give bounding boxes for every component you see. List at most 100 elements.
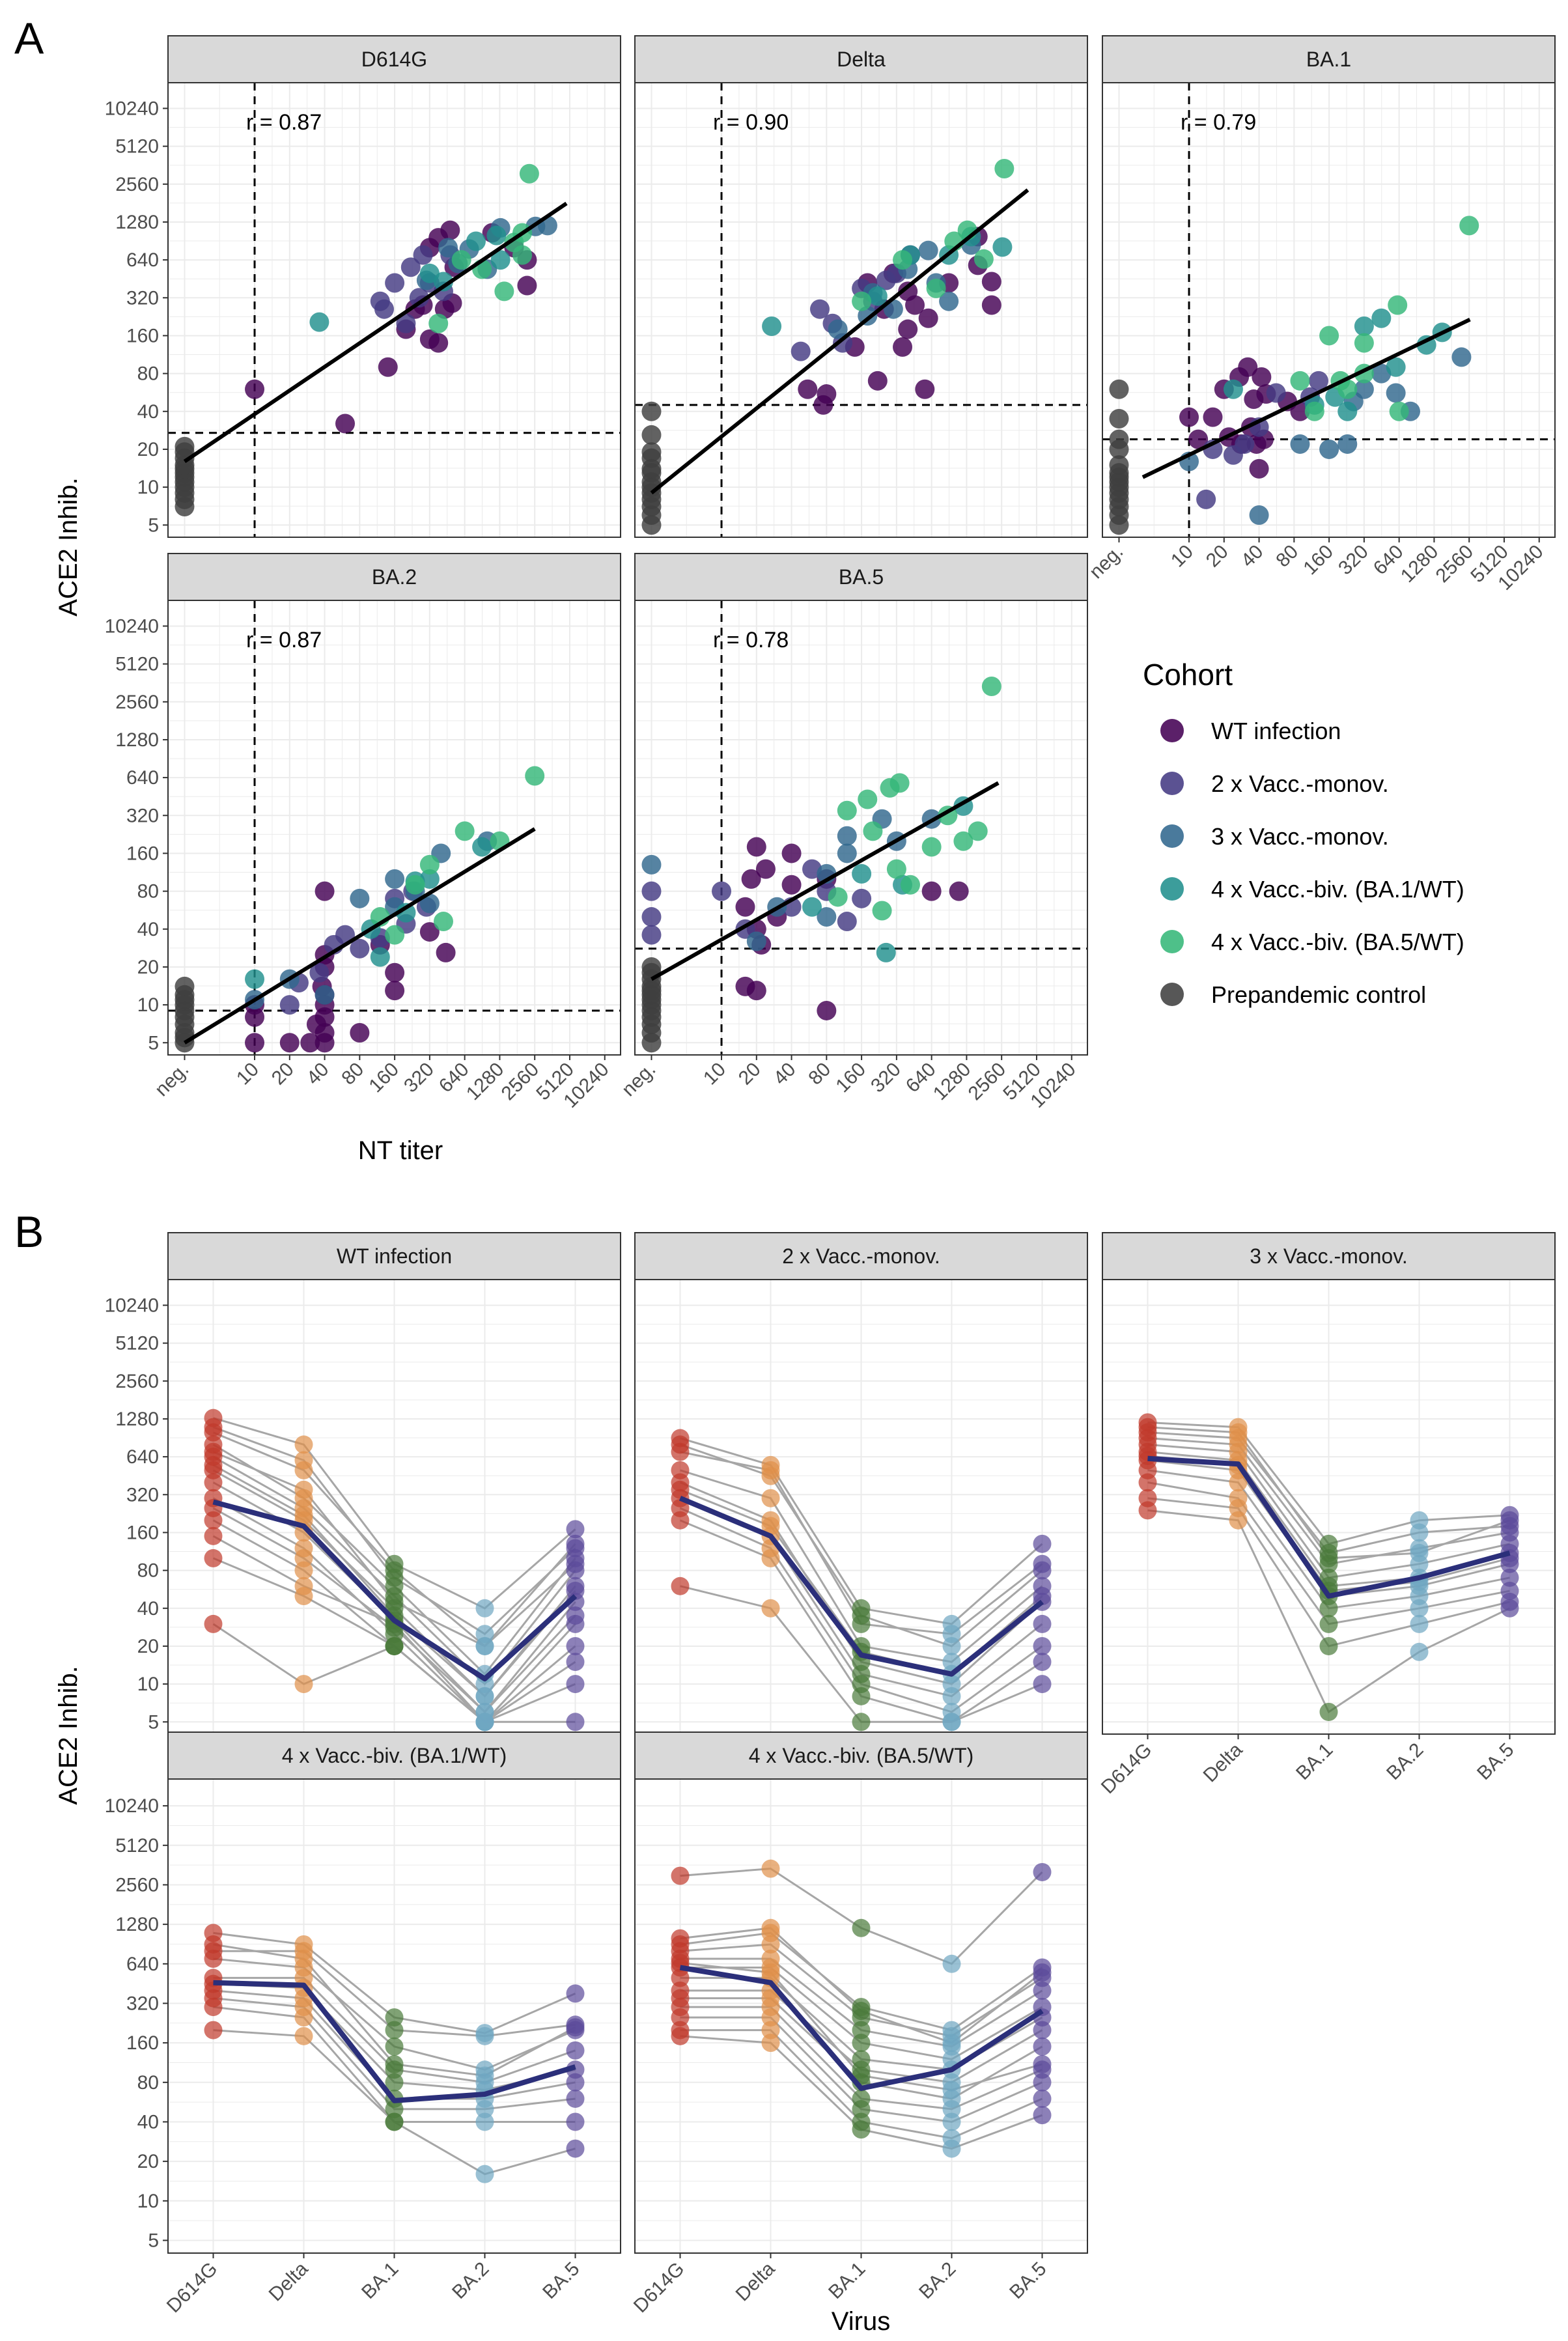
y-tick-label: 10240 — [105, 98, 159, 119]
point-3-x-vacc-monov — [350, 888, 370, 908]
y-tick-label: 640 — [126, 1446, 159, 1468]
point-ba-2 — [942, 2081, 961, 2099]
y-tick-label: 320 — [126, 1993, 159, 2014]
point-4-x-vacc-biv-ba-5-wt — [1290, 371, 1310, 391]
point-wt-infection — [279, 1033, 300, 1053]
x-tick-label: BA.2 — [1382, 1739, 1427, 1784]
point-3-x-vacc-monov — [1249, 505, 1269, 525]
point-4-x-vacc-biv-ba-5-wt — [973, 249, 994, 269]
point-ba-5 — [1033, 2089, 1052, 2108]
point-ba-5 — [1033, 1675, 1052, 1694]
point-wt-infection — [755, 859, 776, 879]
x-tick-label: 40 — [1237, 541, 1268, 572]
point-delta — [761, 1935, 780, 1954]
point-delta — [1229, 1423, 1248, 1442]
panel-b-label: B — [14, 1207, 44, 1257]
y-tick-label: 10240 — [105, 1295, 159, 1316]
point-d614g — [204, 1455, 223, 1474]
point-ba-5 — [566, 1539, 585, 1558]
point-wt-infection — [245, 379, 265, 399]
x-tick-label: neg. — [151, 1059, 193, 1101]
point-wt-infection — [781, 875, 802, 895]
point-2-x-vacc-monov — [641, 925, 662, 945]
point-wt-infection — [746, 981, 766, 1001]
y-tick-label: 2560 — [115, 1874, 159, 1896]
facet-delta: Delta r = 0.90 — [634, 35, 1088, 538]
point-2-x-vacc-monov — [837, 912, 857, 932]
mean-line — [213, 1980, 576, 2103]
x-tick-label: 40 — [303, 1059, 333, 1089]
point-ba-2 — [1410, 1599, 1429, 1618]
point-3-x-vacc-monov — [1386, 383, 1406, 403]
y-tick-label: 160 — [126, 1522, 159, 1543]
data-points — [204, 1924, 585, 2183]
x-tick-label: 1280 — [1397, 541, 1443, 587]
point-3-x-vacc-monov — [1290, 434, 1310, 454]
point-ba-5 — [1033, 1534, 1052, 1553]
point-ba-5 — [1033, 2037, 1052, 2056]
point-2-x-vacc-monov — [279, 995, 300, 1015]
facet-strip — [1102, 35, 1556, 83]
point-4-x-vacc-biv-ba-5-wt — [893, 250, 913, 270]
point-wt-infection — [921, 881, 942, 901]
gridlines — [168, 83, 621, 537]
point-4-x-vacc-biv-ba-1-wt — [1223, 379, 1243, 399]
point-wt-infection — [949, 881, 969, 901]
point-ba-5 — [566, 2112, 585, 2131]
point-prepandemic-control — [641, 957, 662, 977]
point-delta — [761, 1599, 780, 1618]
legend-item-wt-infection: WT infection — [1160, 718, 1341, 744]
point-wt-infection — [315, 1022, 335, 1043]
point-ba-2 — [475, 1599, 494, 1618]
point-ba-1 — [385, 1592, 404, 1611]
x-tick-label: 1280 — [462, 1059, 509, 1105]
point-3-x-vacc-monov — [385, 869, 405, 889]
point-4-x-vacc-biv-ba-1-wt — [370, 947, 390, 967]
gridlines — [1102, 1280, 1555, 1734]
point-ba-1 — [852, 1713, 871, 1731]
x-tick-label: neg. — [1085, 541, 1128, 583]
point-wt-infection — [428, 333, 449, 353]
point-wt-infection — [245, 1033, 265, 1053]
legend-item-3-x-vacc-monov: 3 x Vacc.-monov. — [1160, 823, 1389, 850]
point-delta — [294, 1506, 313, 1524]
point-delta — [294, 1587, 313, 1606]
facet-4-x-vacc-biv-ba-1-wt: 4 x Vacc.-biv. (BA.1/WT) 5 10 20 40 80 160 320 6… — [105, 1731, 621, 2317]
y-tick-label: 5 — [148, 1711, 159, 1733]
point-4-x-vacc-biv-ba-5-wt — [1304, 401, 1324, 421]
facet-3-x-vacc-monov: 3 x Vacc.-monov. D614G Delta BA.1 BA.2 BA.5 — [1097, 1232, 1556, 1798]
point-4-x-vacc-biv-ba-5-wt — [433, 912, 453, 932]
y-tick-label: 5 — [148, 1032, 159, 1054]
point-d614g — [1138, 1418, 1157, 1437]
data-points — [1138, 1413, 1519, 1721]
x-tick-label: 320 — [1334, 541, 1373, 580]
point-wt-infection — [419, 922, 440, 942]
point-ba-2 — [942, 2139, 961, 2158]
point-2-x-vacc-monov — [413, 245, 433, 265]
facet-title: 4 x Vacc.-biv. (BA.5/WT) — [749, 1744, 974, 1767]
legend-swatch — [1160, 877, 1184, 901]
y-tick-label: 1280 — [115, 1409, 159, 1430]
point-d614g — [671, 2008, 690, 2027]
x-axis-ticks: D614G Delta BA.1 BA.2 BA.5 — [163, 2253, 583, 2317]
point-wt-infection — [1238, 357, 1258, 377]
panel-a-y-axis-title: ACE2 Inhib. — [54, 477, 83, 616]
point-ba-1 — [1319, 1549, 1338, 1567]
point-wt-infection — [915, 379, 935, 399]
y-tick-label: 2560 — [115, 692, 159, 713]
point-ba-5 — [566, 2139, 585, 2158]
x-tick-label: 2560 — [1432, 541, 1478, 587]
point-ba-5 — [1500, 1549, 1519, 1567]
point-prepandemic-control — [1109, 379, 1129, 399]
point-wt-infection — [1249, 458, 1269, 479]
point-d614g — [671, 1969, 690, 1987]
plot-border — [167, 82, 621, 538]
y-tick-label: 5 — [148, 514, 159, 536]
point-ba-1 — [385, 2008, 404, 2027]
point-wt-infection — [735, 897, 755, 917]
y-tick-label: 20 — [137, 2151, 159, 2172]
point-d614g — [1138, 1473, 1157, 1492]
correlation-label: r = 0.87 — [246, 628, 322, 652]
point-4-x-vacc-biv-ba-1-wt — [852, 863, 872, 884]
